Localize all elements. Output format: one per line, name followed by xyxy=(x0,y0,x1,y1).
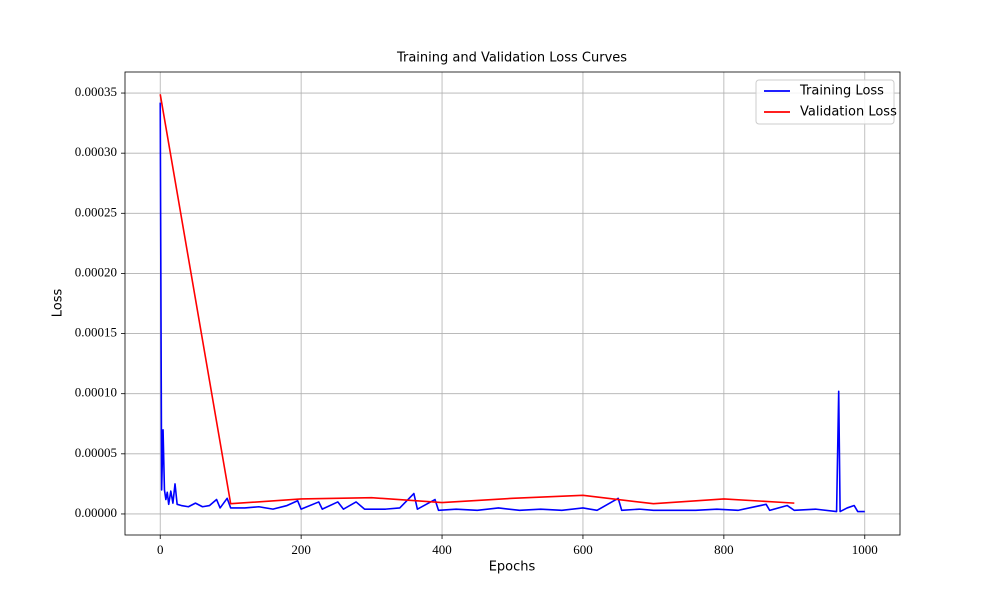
legend: Training Loss Validation Loss xyxy=(755,79,897,125)
line-series xyxy=(159,102,865,513)
x-tick-label: 600 xyxy=(573,542,593,557)
legend-label: Training Loss xyxy=(799,84,884,99)
x-tick-label: 1000 xyxy=(852,542,878,557)
grid: 0 200 400 600 800 1000 0.00000 0.00005 0.00010 0.… xyxy=(75,72,900,557)
y-axis-label: Loss xyxy=(51,289,66,318)
y-tick-label: 0.00005 xyxy=(75,445,117,460)
chart-title: Training and Validation Loss Curves xyxy=(396,51,627,66)
legend-label: Validation Loss xyxy=(800,105,897,120)
plot-frame xyxy=(124,71,901,536)
y-tick-label: 0.00020 xyxy=(75,264,117,279)
x-tick-label: 0 xyxy=(157,542,164,557)
plot xyxy=(159,94,865,513)
y-tick-label: 0.00015 xyxy=(75,325,117,340)
y-tick-label: 0.00025 xyxy=(75,204,117,219)
y-tick-label: 0.00030 xyxy=(75,144,117,159)
y-tick-label: 0.00035 xyxy=(75,84,117,99)
x-tick-label: 400 xyxy=(432,542,452,557)
y-tick-label: 0.00000 xyxy=(75,505,117,520)
x-tick-label: 200 xyxy=(291,542,311,557)
y-tick-label: 0.00010 xyxy=(75,385,117,400)
line-series xyxy=(159,94,795,505)
x-axis-label: Epochs xyxy=(489,560,536,575)
legend-box xyxy=(755,79,895,125)
x-tick-label: 800 xyxy=(714,542,734,557)
